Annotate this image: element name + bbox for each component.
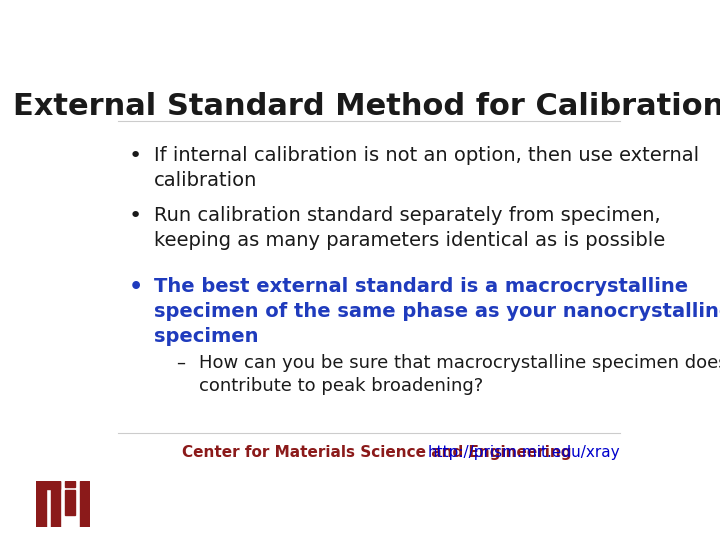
Bar bbox=[50, 481, 60, 526]
Bar bbox=[65, 490, 75, 515]
Text: •: • bbox=[129, 277, 143, 297]
Text: How can you be sure that macrocrystalline specimen does not
contribute to peak b: How can you be sure that macrocrystallin… bbox=[199, 354, 720, 395]
Text: •: • bbox=[129, 146, 143, 166]
Bar bbox=[36, 481, 60, 489]
Text: The best external standard is a macrocrystalline
specimen of the same phase as y: The best external standard is a macrocry… bbox=[154, 277, 720, 346]
Text: Center for Materials Science and Engineering: Center for Materials Science and Enginee… bbox=[182, 445, 572, 460]
Bar bbox=[80, 481, 89, 526]
Bar bbox=[36, 481, 46, 526]
Text: http://prism.mit.edu/xray: http://prism.mit.edu/xray bbox=[428, 445, 620, 460]
Text: –: – bbox=[176, 354, 186, 372]
Text: Run calibration standard separately from specimen,
keeping as many parameters id: Run calibration standard separately from… bbox=[154, 206, 665, 250]
Bar bbox=[65, 481, 75, 487]
Text: If internal calibration is not an option, then use external
calibration: If internal calibration is not an option… bbox=[154, 146, 699, 190]
Text: External Standard Method for Calibration: External Standard Method for Calibration bbox=[14, 92, 720, 121]
Text: •: • bbox=[129, 206, 143, 226]
